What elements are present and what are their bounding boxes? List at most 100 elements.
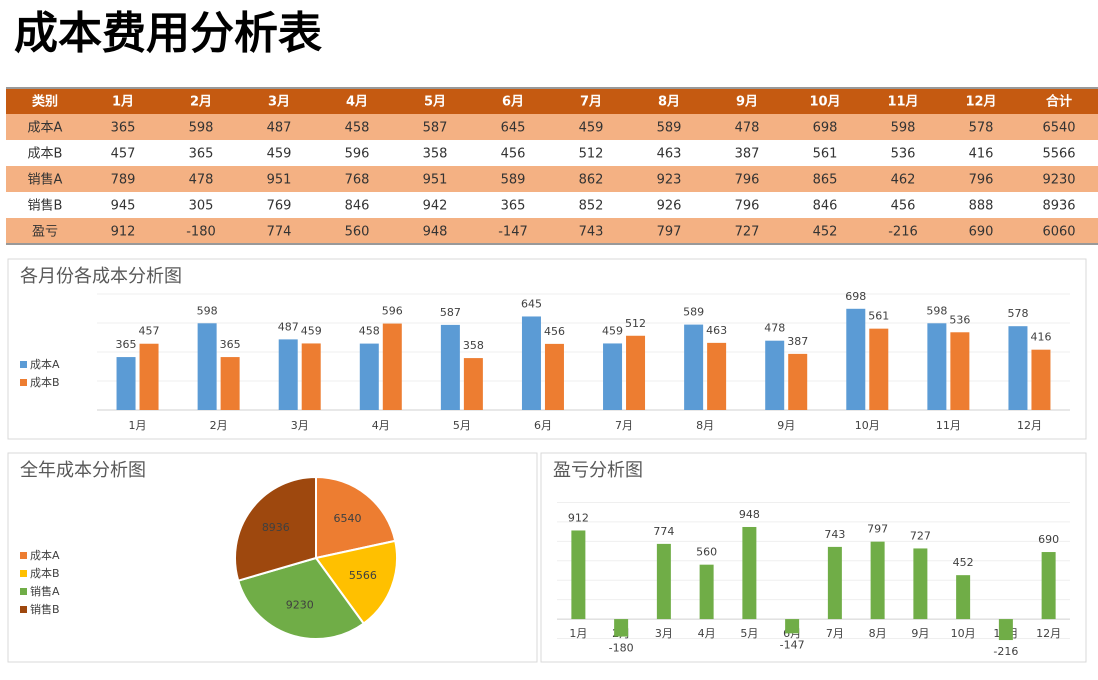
column-header: 4月 bbox=[346, 95, 368, 110]
chart-title: 盈亏分析图 bbox=[553, 460, 643, 481]
column-header: 11月 bbox=[887, 95, 918, 110]
table-cell: 8936 bbox=[1042, 199, 1075, 214]
table-cell: 578 bbox=[969, 121, 994, 136]
bar bbox=[956, 575, 971, 620]
bar bbox=[626, 335, 646, 410]
data-label: 512 bbox=[625, 317, 646, 330]
data-label: 561 bbox=[868, 310, 889, 323]
data-label: 797 bbox=[867, 523, 888, 536]
table-cell: 305 bbox=[189, 199, 214, 214]
legend-label: 成本A bbox=[30, 357, 60, 371]
table-cell: 951 bbox=[267, 173, 292, 188]
bar bbox=[656, 543, 671, 620]
pie-slice bbox=[314, 539, 398, 625]
legend-label: 销售B bbox=[30, 602, 60, 616]
table-cell: 645 bbox=[501, 121, 526, 136]
data-label: 598 bbox=[197, 304, 218, 317]
pie-slice bbox=[315, 475, 397, 560]
table-cell: 456 bbox=[501, 147, 526, 162]
table-cell: 912 bbox=[111, 225, 136, 240]
legend-label: 销售A bbox=[30, 584, 60, 598]
x-tick-label: 8月 bbox=[696, 419, 714, 432]
table-cell: 589 bbox=[501, 173, 526, 188]
table-cell: 598 bbox=[891, 121, 916, 136]
data-label: -180 bbox=[609, 642, 634, 655]
x-tick-label: 7月 bbox=[615, 419, 633, 432]
table-row-bg bbox=[6, 114, 1098, 140]
table-cell: 951 bbox=[423, 173, 448, 188]
bar bbox=[1031, 349, 1051, 410]
x-tick-label: 9月 bbox=[911, 627, 929, 640]
data-label: 5566 bbox=[349, 569, 377, 582]
bar bbox=[684, 324, 704, 410]
bar bbox=[699, 564, 714, 620]
table-cell: 796 bbox=[969, 173, 994, 188]
column-header: 1月 bbox=[112, 95, 134, 110]
data-label: 645 bbox=[521, 297, 542, 310]
column-header: 合计 bbox=[1046, 94, 1072, 110]
table-cell: 盈亏 bbox=[32, 225, 58, 240]
data-label: 596 bbox=[382, 305, 403, 318]
table-cell: 796 bbox=[735, 199, 760, 214]
column-header: 8月 bbox=[658, 95, 680, 110]
data-label: 560 bbox=[696, 546, 717, 559]
bar bbox=[827, 546, 842, 620]
table-cell: 6540 bbox=[1042, 121, 1075, 136]
data-label: 365 bbox=[116, 338, 137, 351]
table-cell: 365 bbox=[501, 199, 526, 214]
legend-swatch bbox=[20, 570, 27, 577]
x-tick-label: 6月 bbox=[534, 419, 552, 432]
table-row-bg bbox=[6, 166, 1098, 192]
table-cell: 561 bbox=[813, 147, 838, 162]
x-tick-label: 11月 bbox=[936, 419, 961, 432]
table-cell: 587 bbox=[423, 121, 448, 136]
bar bbox=[870, 541, 885, 620]
table-cell: 416 bbox=[969, 147, 994, 162]
bar bbox=[116, 357, 136, 410]
column-header: 10月 bbox=[809, 95, 840, 110]
data-label: 690 bbox=[1038, 533, 1059, 546]
column-header: 3月 bbox=[268, 95, 290, 110]
bar bbox=[571, 530, 586, 620]
table-cell: 462 bbox=[891, 173, 916, 188]
table-cell: 888 bbox=[969, 199, 994, 214]
data-label: 698 bbox=[845, 290, 866, 303]
x-tick-label: 1月 bbox=[569, 627, 587, 640]
x-tick-label: 2月 bbox=[210, 419, 228, 432]
table-cell: 487 bbox=[267, 121, 292, 136]
x-tick-label: 8月 bbox=[869, 627, 887, 640]
table-row-bg bbox=[6, 218, 1098, 244]
table-cell: -180 bbox=[186, 225, 216, 240]
x-tick-label: 3月 bbox=[655, 627, 673, 640]
data-label: 587 bbox=[440, 306, 461, 319]
table-cell: 457 bbox=[111, 147, 136, 162]
page-title: 成本费用分析表 bbox=[14, 8, 322, 59]
legend-swatch bbox=[20, 361, 27, 368]
table-cell: 536 bbox=[891, 147, 916, 162]
bar bbox=[913, 548, 928, 620]
table-cell: 698 bbox=[813, 121, 838, 136]
bar bbox=[869, 328, 889, 410]
table-cell: 销售A bbox=[28, 172, 63, 188]
column-header: 7月 bbox=[580, 95, 602, 110]
x-tick-label: 4月 bbox=[372, 419, 390, 432]
table-cell: 成本B bbox=[28, 147, 63, 162]
chart-title: 各月份各成本分析图 bbox=[20, 266, 182, 287]
table-cell: -147 bbox=[498, 225, 528, 240]
legend-swatch bbox=[20, 606, 27, 613]
x-tick-label: 10月 bbox=[951, 627, 976, 640]
table-cell: 797 bbox=[657, 225, 682, 240]
data-label: 463 bbox=[706, 324, 727, 337]
table-cell: 458 bbox=[345, 121, 370, 136]
x-tick-label: 9月 bbox=[777, 419, 795, 432]
bar bbox=[788, 353, 808, 410]
table-cell: 796 bbox=[735, 173, 760, 188]
chart-title: 全年成本分析图 bbox=[20, 460, 146, 481]
table-cell: 6060 bbox=[1042, 225, 1075, 240]
bar bbox=[197, 323, 217, 410]
table-cell: 846 bbox=[813, 199, 838, 214]
data-label: 458 bbox=[359, 325, 380, 338]
table-cell: 846 bbox=[345, 199, 370, 214]
table-cell: 926 bbox=[657, 199, 682, 214]
